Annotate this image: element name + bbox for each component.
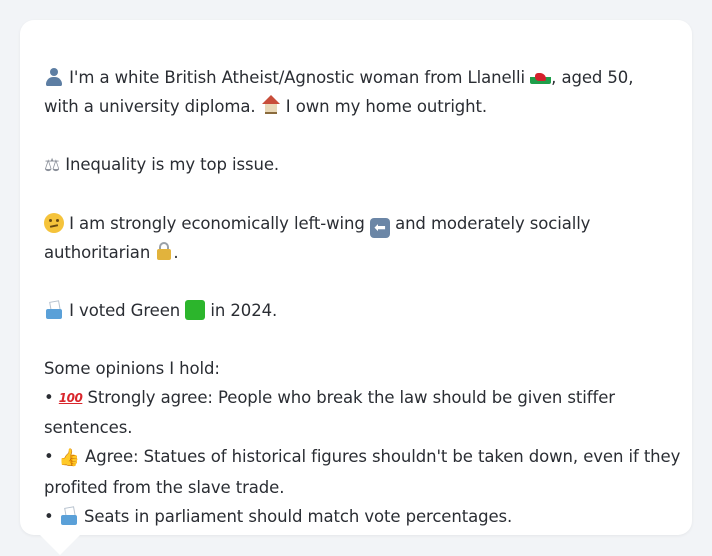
opinion-text: Strongly agree: People who break the law… (82, 388, 616, 407)
spacer (44, 267, 668, 296)
profile-line-2: with a university diploma. I own my home… (44, 92, 668, 121)
house-icon (261, 95, 281, 115)
period-text: . (173, 243, 179, 262)
bullet: • (44, 388, 54, 407)
spacer (44, 180, 668, 209)
opinion-item-1-continued: sentences. (44, 418, 133, 437)
social-stance-continued-text: authoritarian (44, 243, 156, 262)
thumbs-up-icon: 👍 (58, 448, 80, 468)
profile-home-text: I own my home outright. (280, 97, 488, 116)
opinion-item-2: • 👍 Agree: Statues of historical figures… (44, 442, 680, 473)
profile-identity-text: I'm a white British Atheist/Agnostic wom… (64, 68, 531, 87)
top-issue-text: Inequality is my top issue. (60, 155, 280, 174)
politics-line-1: I am strongly economically left-wing ⬅ a… (44, 209, 668, 238)
economic-stance-text: I am strongly economically left-wing (64, 214, 370, 233)
politics-line-2: authoritarian . (44, 238, 668, 267)
vote-line: I voted Green in 2024. (44, 296, 668, 325)
spacer (44, 121, 668, 150)
opinion-item-3: • Seats in parliament should match vote … (44, 502, 668, 531)
opinion-text: Seats in parliament should match vote pe… (78, 507, 513, 526)
spacer (44, 325, 668, 354)
opinion-item-2-continued: profited from the slave trade. (44, 478, 285, 497)
opinion-text: Agree: Statues of historical figures sho… (79, 447, 681, 466)
profile-education-text: with a university diploma. (44, 97, 261, 116)
speech-bubble-tail (40, 535, 80, 555)
ballot-box-icon (59, 506, 79, 526)
top-issue-line: ⚖ Inequality is my top issue. (44, 150, 668, 180)
person-icon (44, 67, 64, 87)
profile-line-1: I'm a white British Atheist/Agnostic wom… (44, 63, 668, 92)
opinions-heading: Some opinions I hold: (44, 359, 220, 378)
lock-icon (155, 241, 173, 261)
vote-text: I voted Green (64, 301, 186, 320)
balance-scale-icon: ⚖ (44, 155, 61, 176)
left-arrow-icon: ⬅ (369, 218, 390, 238)
wales-flag-icon (530, 70, 552, 84)
thinking-face-icon (44, 213, 64, 233)
opinion-item-1: • 100 Strongly agree: People who break t… (44, 383, 668, 413)
bullet: • (44, 447, 54, 466)
message-card: I'm a white British Atheist/Agnostic wom… (20, 20, 692, 535)
bullet: • (44, 507, 54, 526)
ballot-box-icon (44, 300, 64, 320)
profile-age-text: , aged 50, (551, 68, 634, 87)
green-square-icon (185, 300, 206, 320)
vote-year-text: in 2024. (205, 301, 278, 320)
hundred-points-icon: 100 (58, 391, 83, 405)
social-stance-text: and moderately socially (389, 214, 591, 233)
